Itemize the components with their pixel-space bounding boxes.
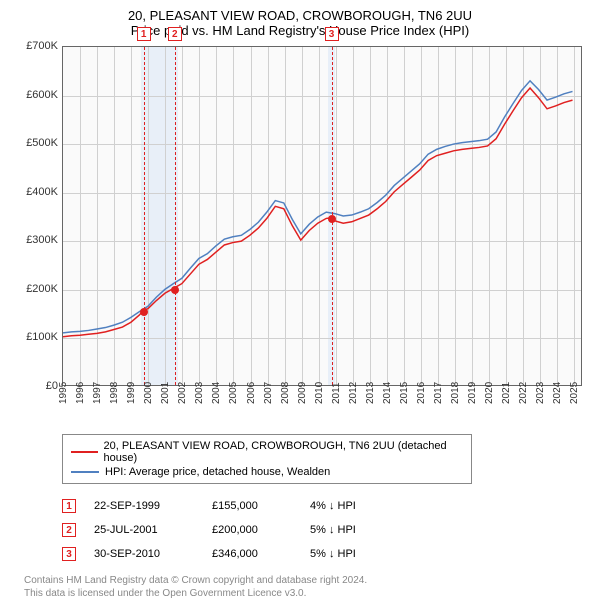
marker-label: 1 [137, 27, 151, 41]
legend-swatch [71, 471, 99, 473]
x-tick-label: 2011 [331, 382, 342, 404]
x-tick-label: 2020 [484, 382, 495, 404]
x-tick-label: 2022 [518, 382, 529, 404]
y-tick-label: £500K [26, 137, 58, 149]
event-date: 30-SEP-2010 [94, 548, 194, 560]
legend-swatch [71, 451, 98, 453]
y-axis: £0£100K£200K£300K£400K£500K£600K£700K [12, 46, 62, 386]
footer: Contains HM Land Registry data © Crown c… [24, 574, 588, 600]
x-tick-label: 2018 [450, 382, 461, 404]
event-price: £155,000 [212, 500, 292, 512]
x-tick-label: 2005 [228, 382, 239, 404]
series-line [63, 88, 573, 337]
event-diff: 5% ↓ HPI [310, 524, 390, 536]
x-tick-label: 2023 [535, 382, 546, 404]
x-tick-label: 2014 [382, 382, 393, 404]
x-tick-label: 2004 [211, 382, 222, 404]
series-line [63, 81, 573, 333]
x-tick-label: 2024 [552, 382, 563, 404]
x-tick-label: 2019 [467, 382, 478, 404]
marker-vline [144, 47, 145, 385]
x-tick-label: 2021 [501, 382, 512, 404]
marker-dot [328, 215, 336, 223]
event-diff: 4% ↓ HPI [310, 500, 390, 512]
event-row: 1 22-SEP-1999 £155,000 4% ↓ HPI [62, 494, 588, 518]
plot-region: 123 [62, 46, 582, 386]
x-tick-label: 1998 [109, 382, 120, 404]
event-marker-box: 3 [62, 547, 76, 561]
y-tick-label: £200K [26, 283, 58, 295]
x-tick-label: 2010 [314, 382, 325, 404]
x-tick-label: 2017 [433, 382, 444, 404]
y-tick-label: £600K [26, 89, 58, 101]
x-tick-label: 2012 [348, 382, 359, 404]
event-diff: 5% ↓ HPI [310, 548, 390, 560]
event-marker-box: 1 [62, 499, 76, 513]
x-tick-label: 1995 [58, 382, 69, 404]
line-svg [63, 47, 581, 385]
x-tick-label: 2007 [263, 382, 274, 404]
event-row: 3 30-SEP-2010 £346,000 5% ↓ HPI [62, 542, 588, 566]
footer-line-2: This data is licensed under the Open Gov… [24, 587, 588, 600]
legend-label: 20, PLEASANT VIEW ROAD, CROWBOROUGH, TN6… [104, 440, 464, 464]
marker-dot [171, 286, 179, 294]
y-tick-label: £100K [26, 331, 58, 343]
event-price: £200,000 [212, 524, 292, 536]
legend-item: HPI: Average price, detached house, Weal… [71, 465, 463, 479]
legend-label: HPI: Average price, detached house, Weal… [105, 466, 330, 478]
chart-area: £0£100K£200K£300K£400K£500K£600K£700K 12… [12, 46, 588, 406]
x-tick-label: 2015 [399, 382, 410, 404]
x-axis: 1995199619971998199920002001200220032004… [62, 386, 582, 416]
footer-line-1: Contains HM Land Registry data © Crown c… [24, 574, 588, 587]
x-tick-label: 2025 [569, 382, 580, 404]
x-tick-label: 2000 [143, 382, 154, 404]
event-marker-box: 2 [62, 523, 76, 537]
y-tick-label: £0 [46, 380, 58, 392]
x-tick-label: 1997 [92, 382, 103, 404]
x-tick-label: 2013 [365, 382, 376, 404]
y-tick-label: £400K [26, 186, 58, 198]
event-row: 2 25-JUL-2001 £200,000 5% ↓ HPI [62, 518, 588, 542]
marker-dot [140, 308, 148, 316]
x-tick-label: 1999 [126, 382, 137, 404]
x-tick-label: 2001 [160, 382, 171, 404]
event-date: 25-JUL-2001 [94, 524, 194, 536]
x-tick-label: 2002 [177, 382, 188, 404]
chart-subtitle: Price paid vs. HM Land Registry's House … [12, 23, 588, 38]
legend-item: 20, PLEASANT VIEW ROAD, CROWBOROUGH, TN6… [71, 439, 463, 465]
chart-title: 20, PLEASANT VIEW ROAD, CROWBOROUGH, TN6… [12, 8, 588, 23]
y-tick-label: £700K [26, 40, 58, 52]
x-tick-label: 2016 [416, 382, 427, 404]
x-tick-label: 2003 [194, 382, 205, 404]
x-tick-label: 1996 [75, 382, 86, 404]
event-table: 1 22-SEP-1999 £155,000 4% ↓ HPI 2 25-JUL-2001… [62, 494, 588, 566]
event-price: £346,000 [212, 548, 292, 560]
marker-vline [175, 47, 176, 385]
legend: 20, PLEASANT VIEW ROAD, CROWBOROUGH, TN6… [62, 434, 472, 484]
x-tick-label: 2006 [246, 382, 257, 404]
y-tick-label: £300K [26, 234, 58, 246]
event-date: 22-SEP-1999 [94, 500, 194, 512]
marker-label: 3 [325, 27, 339, 41]
x-tick-label: 2009 [297, 382, 308, 404]
x-tick-label: 2008 [280, 382, 291, 404]
chart-container: 20, PLEASANT VIEW ROAD, CROWBOROUGH, TN6… [0, 0, 600, 590]
marker-label: 2 [168, 27, 182, 41]
